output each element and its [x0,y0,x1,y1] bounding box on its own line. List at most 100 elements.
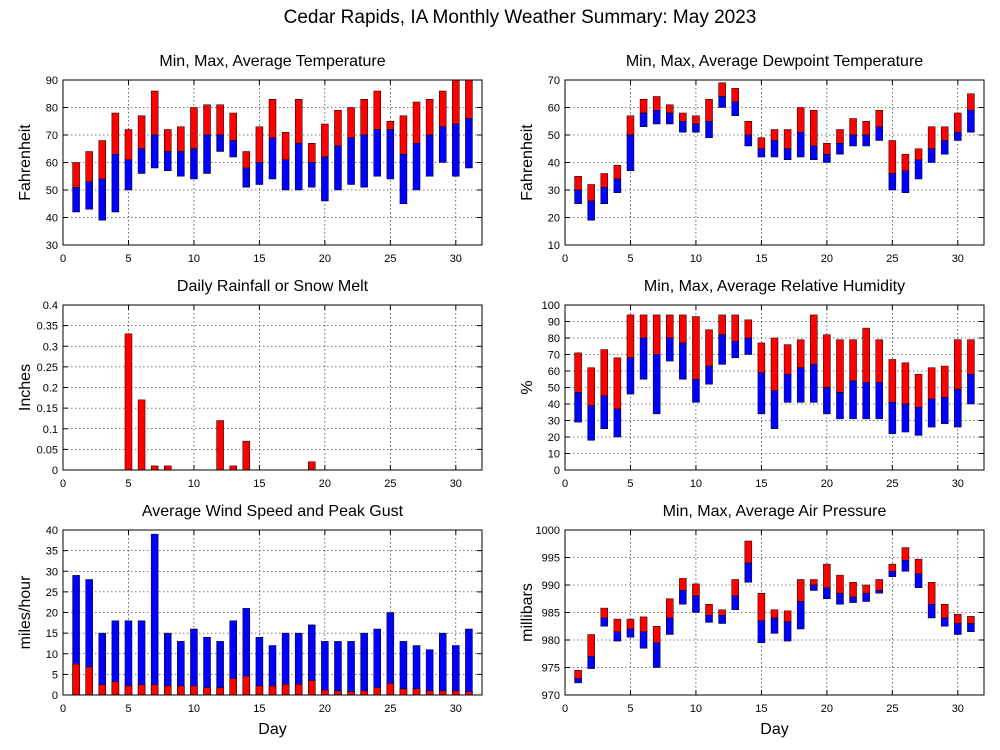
panel-dewpoint: Min, Max, Average Dewpoint Temperature 10… [519,53,985,265]
lower-range-bar [412,143,421,191]
lower-range-bar [783,148,792,160]
x-tick-label: 25 [886,703,898,715]
upper-range-bar [914,374,923,408]
x-tick-label: 20 [821,478,833,490]
upper-range-bar [770,337,779,392]
lower-range-bar [137,148,146,174]
plot-frame [564,529,985,696]
x-tick-label: 15 [253,478,265,490]
x-tick-label: 10 [188,253,200,265]
lower-range-bar [744,337,753,355]
lower-range-bar [967,374,975,405]
lower-range-bar [862,382,870,420]
lower-range-bar [386,129,395,180]
lower-range-bar [203,134,211,174]
rain-bar [216,420,224,471]
rain-bar [308,461,316,471]
upper-range-bar [692,583,700,597]
y-tick-label: 30 [46,240,58,252]
lower-range-bar [914,407,923,436]
y-tick-label: 50 [548,383,560,395]
upper-range-bar [639,99,648,114]
upper-range-bar [587,634,595,657]
y-tick-label: 40 [46,525,58,537]
upper-range-bar [849,582,857,598]
lower-range-bar [600,187,609,204]
lower-range-bar [216,134,224,152]
y-tick-label: 30 [548,185,560,197]
rain-bar [137,399,146,471]
upper-range-bar [679,112,687,122]
gust-bar [452,645,460,696]
upper-range-bar [810,110,818,147]
avg-wind-bar [203,687,211,696]
upper-range-bar [954,112,962,133]
lower-range-bar [849,134,857,147]
lower-range-bar [967,110,975,133]
gust-bar [438,632,447,696]
lower-range-bar [770,140,779,158]
upper-range-bar [718,609,726,616]
plot-frame [564,304,985,471]
upper-range-bar [600,607,609,619]
lower-range-bar [294,143,303,191]
lower-range-bar [888,571,897,577]
x-tick-label: 10 [690,478,702,490]
lower-range-bar [783,374,792,403]
gust-bar [190,628,198,696]
y-tick-label: 0.4 [43,300,58,312]
lower-range-bar [823,587,831,599]
upper-range-bar [347,107,355,138]
y-tick-label: 0 [554,465,560,477]
lower-range-bar [862,593,870,602]
y-tick-label: 995 [542,553,560,565]
x-tick-label: 30 [450,478,462,490]
gust-bar [124,620,133,696]
lower-range-bar [242,167,251,188]
lower-range-bar [98,178,107,221]
upper-range-bar [574,176,582,191]
y-tick-label: 60 [548,103,560,115]
upper-range-bar [783,610,792,623]
lower-range-bar [718,334,726,365]
lower-range-bar [334,145,342,191]
x-tick-label: 20 [319,253,331,265]
upper-range-bar [692,115,700,125]
upper-range-bar [137,115,146,149]
upper-range-bar [888,140,897,174]
upper-range-bar [465,79,473,119]
upper-range-bar [927,582,936,605]
lower-range-bar [810,364,818,403]
lower-range-bar [967,623,975,632]
lower-range-bar [600,395,609,429]
lower-range-bar [914,573,923,588]
lower-range-bar [927,398,936,428]
upper-range-bar [679,314,687,344]
gust-bar [334,641,342,696]
upper-range-bar [216,104,224,136]
upper-range-bar [242,151,251,169]
upper-range-bar [914,148,923,160]
y-tick-label: 40 [548,158,560,170]
y-tick-label: 40 [548,399,560,411]
lower-range-bar [718,96,726,108]
upper-range-bar [666,104,674,114]
lower-range-bar [626,357,635,395]
y-tick-label: 30 [548,416,560,428]
avg-wind-bar [229,678,237,696]
y-tick-label: 20 [548,213,560,225]
lower-range-bar [639,631,648,649]
y-tick-label: 10 [548,240,560,252]
avg-wind-bar [281,684,290,696]
x-tick-label: 25 [384,253,396,265]
lower-range-bar [692,379,700,403]
upper-range-bar [744,319,753,339]
gust-bar [321,641,329,696]
y-tick-label: 70 [46,130,58,142]
upper-range-bar [927,126,936,149]
lower-range-bar [465,118,473,169]
lower-range-bar [613,408,622,438]
y-axis-label-rainfall: Inches [17,364,34,411]
upper-range-bar [770,609,779,619]
gust-bar [465,628,473,696]
